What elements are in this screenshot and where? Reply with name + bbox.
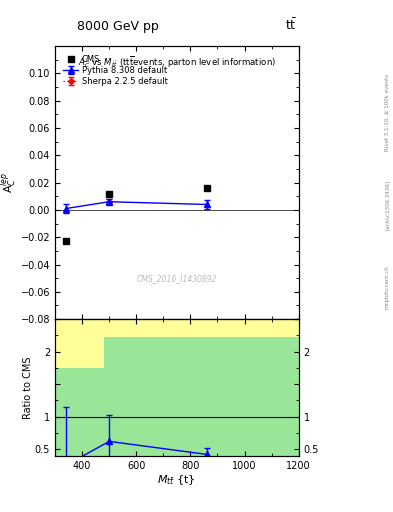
Text: mcplots.cern.ch: mcplots.cern.ch bbox=[385, 265, 389, 309]
Legend: CMS, Pythia 8.308 default, Sherpa 2.2.5 default: CMS, Pythia 8.308 default, Sherpa 2.2.5 … bbox=[62, 53, 169, 88]
Text: CMS_2016_I1430892: CMS_2016_I1430892 bbox=[137, 274, 217, 283]
Line: CMS: CMS bbox=[62, 185, 210, 245]
Y-axis label: A$_C^{lep}$: A$_C^{lep}$ bbox=[0, 172, 19, 193]
Text: $A_C^l$ vs $M_{t\bar{t}}$ (tt$\overline{\rm{t}}$events, parton level information: $A_C^l$ vs $M_{t\bar{t}}$ (tt$\overline{… bbox=[78, 54, 276, 70]
CMS bbox=[107, 190, 112, 197]
X-axis label: $M_{t\bar{t}}$ {t}: $M_{t\bar{t}}$ {t} bbox=[158, 473, 196, 487]
Text: 8000 GeV pp: 8000 GeV pp bbox=[77, 20, 159, 33]
CMS bbox=[64, 238, 68, 244]
Text: Rivet 3.1.10, ≥ 100k events: Rivet 3.1.10, ≥ 100k events bbox=[385, 74, 389, 151]
Y-axis label: Ratio to CMS: Ratio to CMS bbox=[24, 356, 33, 419]
Text: [arXiv:1306.3436]: [arXiv:1306.3436] bbox=[385, 180, 389, 230]
Text: t$\bar{\rm{t}}$: t$\bar{\rm{t}}$ bbox=[285, 18, 297, 33]
CMS bbox=[204, 185, 209, 191]
